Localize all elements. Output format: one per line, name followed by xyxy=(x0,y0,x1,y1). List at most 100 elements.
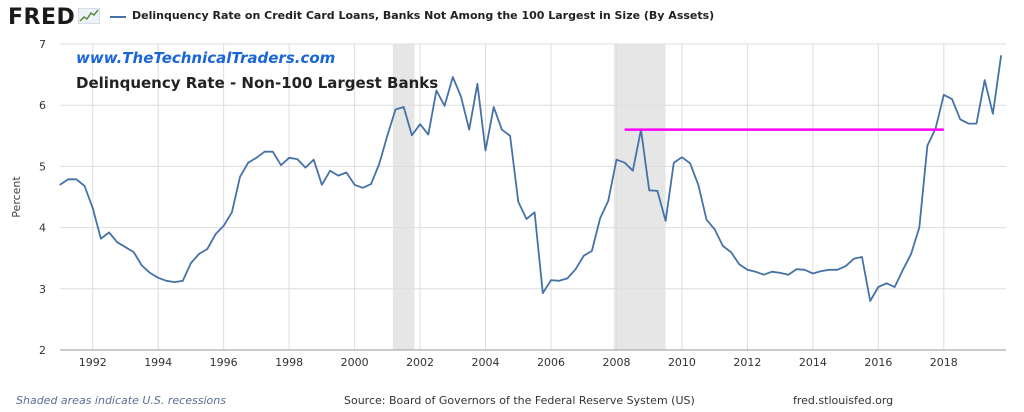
data-point xyxy=(116,241,118,243)
data-point xyxy=(214,233,217,235)
data-point xyxy=(411,134,413,136)
data-point xyxy=(558,280,560,282)
data-point xyxy=(501,129,503,131)
data-point xyxy=(403,106,405,108)
data-point xyxy=(198,253,200,255)
series-title[interactable]: Delinquency Rate on Credit Card Loans, B… xyxy=(132,9,715,22)
data-point xyxy=(370,183,372,185)
data-point xyxy=(263,151,266,153)
fred-logo[interactable]: FRED xyxy=(8,5,76,30)
chart-footer: Shaded areas indicate U.S. recessions So… xyxy=(0,392,1024,412)
data-point xyxy=(419,123,421,125)
data-point xyxy=(763,274,765,276)
data-point xyxy=(239,176,241,178)
data-point xyxy=(566,277,568,279)
x-tick-label-2002: 2002 xyxy=(406,356,434,369)
y-tick-label-4: 4 xyxy=(39,222,46,235)
data-point xyxy=(124,246,127,248)
y-tick-label-6: 6 xyxy=(39,99,46,112)
series-line-1 xyxy=(59,55,1002,302)
data-point xyxy=(853,258,855,260)
data-point xyxy=(378,163,380,165)
data-point xyxy=(673,162,675,164)
data-point xyxy=(67,178,69,180)
data-point xyxy=(804,269,806,271)
x-tick-label-2010: 2010 xyxy=(668,356,696,369)
x-tick-label-2008: 2008 xyxy=(602,356,630,369)
recessions-note: Shaded areas indicate U.S. recessions xyxy=(16,394,226,407)
data-point xyxy=(574,268,577,270)
data-point xyxy=(836,269,839,271)
data-point xyxy=(632,170,634,172)
data-point xyxy=(861,256,863,258)
source-note: Source: Board of Governors of the Federa… xyxy=(344,394,695,407)
data-point xyxy=(918,227,920,229)
data-point xyxy=(779,272,781,274)
x-tick-label-2006: 2006 xyxy=(537,356,565,369)
data-point xyxy=(795,268,798,270)
data-point xyxy=(714,228,716,231)
data-point xyxy=(722,245,724,247)
data-point xyxy=(869,300,871,302)
data-point xyxy=(730,251,732,253)
data-point xyxy=(321,184,323,186)
data-point xyxy=(460,96,462,98)
x-tick-label-1996: 1996 xyxy=(210,356,238,369)
website-annotation: www.TheTechnicalTraders.com xyxy=(76,49,335,67)
data-point xyxy=(583,255,585,257)
data-point xyxy=(247,162,249,164)
data-point xyxy=(656,190,658,192)
chart-header: FRED Delinquency Rate on Credit Card Loa… xyxy=(0,0,1024,34)
data-point xyxy=(272,151,274,153)
data-point xyxy=(771,271,773,273)
data-point xyxy=(984,79,986,81)
data-point xyxy=(664,220,667,222)
x-tick-label-1994: 1994 xyxy=(144,356,172,369)
line-chart[interactable]: 2 3 4 5 6 7 1992 1994 1996 1998 2000 2002 2004 2006 20… xyxy=(0,30,1024,392)
data-point xyxy=(550,279,552,281)
data-point xyxy=(337,174,339,177)
data-point xyxy=(83,185,86,187)
series-legend-swatch xyxy=(110,16,126,18)
data-point xyxy=(452,76,454,78)
data-point xyxy=(689,162,691,164)
data-point xyxy=(812,272,814,275)
data-point xyxy=(967,122,969,125)
data-point xyxy=(288,157,290,159)
data-point xyxy=(149,272,151,274)
data-point xyxy=(975,122,978,125)
data-point xyxy=(231,211,233,213)
data-point xyxy=(542,292,544,294)
data-point xyxy=(828,269,830,271)
data-point xyxy=(313,159,315,161)
data-point xyxy=(329,170,331,172)
data-point xyxy=(943,94,945,96)
y-tick-label-3: 3 xyxy=(39,283,46,296)
data-point xyxy=(427,133,429,136)
data-point xyxy=(845,265,847,267)
data-point xyxy=(345,171,348,174)
data-point xyxy=(386,135,388,137)
x-tick-label-2014: 2014 xyxy=(799,356,827,369)
data-point xyxy=(173,281,176,283)
data-point xyxy=(444,105,446,107)
data-point xyxy=(648,189,650,191)
data-point xyxy=(468,129,470,131)
x-tick-label-2000: 2000 xyxy=(341,356,369,369)
data-point xyxy=(787,274,789,276)
y-tick-label-7: 7 xyxy=(39,38,46,51)
data-point xyxy=(108,231,110,234)
x-tick-label-2016: 2016 xyxy=(864,356,892,369)
fred-logo-graph-icon xyxy=(78,8,100,24)
y-axis-label: Percent xyxy=(10,176,23,218)
data-point xyxy=(746,269,749,271)
data-point xyxy=(493,106,495,108)
data-point xyxy=(959,118,961,120)
data-point xyxy=(182,280,184,282)
data-point xyxy=(877,286,879,288)
site-link[interactable]: fred.stlouisfed.org xyxy=(793,394,894,407)
data-point xyxy=(591,250,593,252)
recession-band-1 xyxy=(392,44,415,350)
plot-area: 2 3 4 5 6 7 1992 1994 1996 1998 2000 2002 2004 2006 20… xyxy=(39,38,1006,369)
data-point xyxy=(534,211,536,213)
